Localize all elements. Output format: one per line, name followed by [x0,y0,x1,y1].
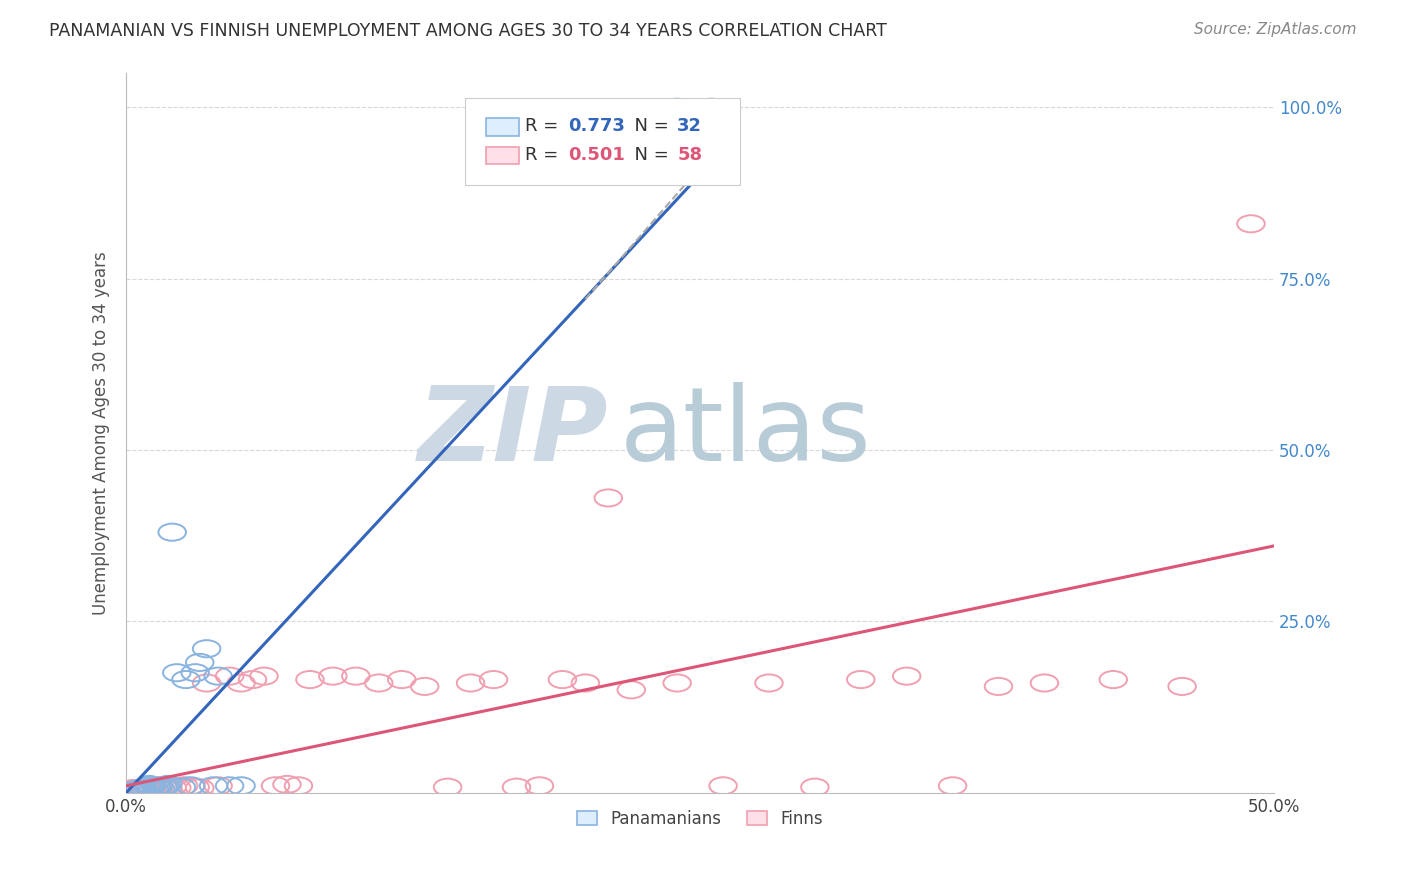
Text: N =: N = [623,117,675,136]
Y-axis label: Unemployment Among Ages 30 to 34 years: Unemployment Among Ages 30 to 34 years [93,251,110,615]
Text: ZIP: ZIP [418,383,609,483]
FancyBboxPatch shape [485,147,519,164]
Text: R =: R = [524,117,564,136]
Text: N =: N = [623,146,675,164]
Text: 32: 32 [678,117,702,136]
Text: atlas: atlas [620,383,872,483]
FancyBboxPatch shape [485,119,519,136]
Text: PANAMANIAN VS FINNISH UNEMPLOYMENT AMONG AGES 30 TO 34 YEARS CORRELATION CHART: PANAMANIAN VS FINNISH UNEMPLOYMENT AMONG… [49,22,887,40]
Text: 58: 58 [678,146,702,164]
Text: R =: R = [524,146,564,164]
Text: 0.773: 0.773 [568,117,626,136]
Text: Source: ZipAtlas.com: Source: ZipAtlas.com [1194,22,1357,37]
FancyBboxPatch shape [465,98,741,185]
Text: 0.501: 0.501 [568,146,626,164]
Legend: Panamanians, Finns: Panamanians, Finns [571,804,830,835]
